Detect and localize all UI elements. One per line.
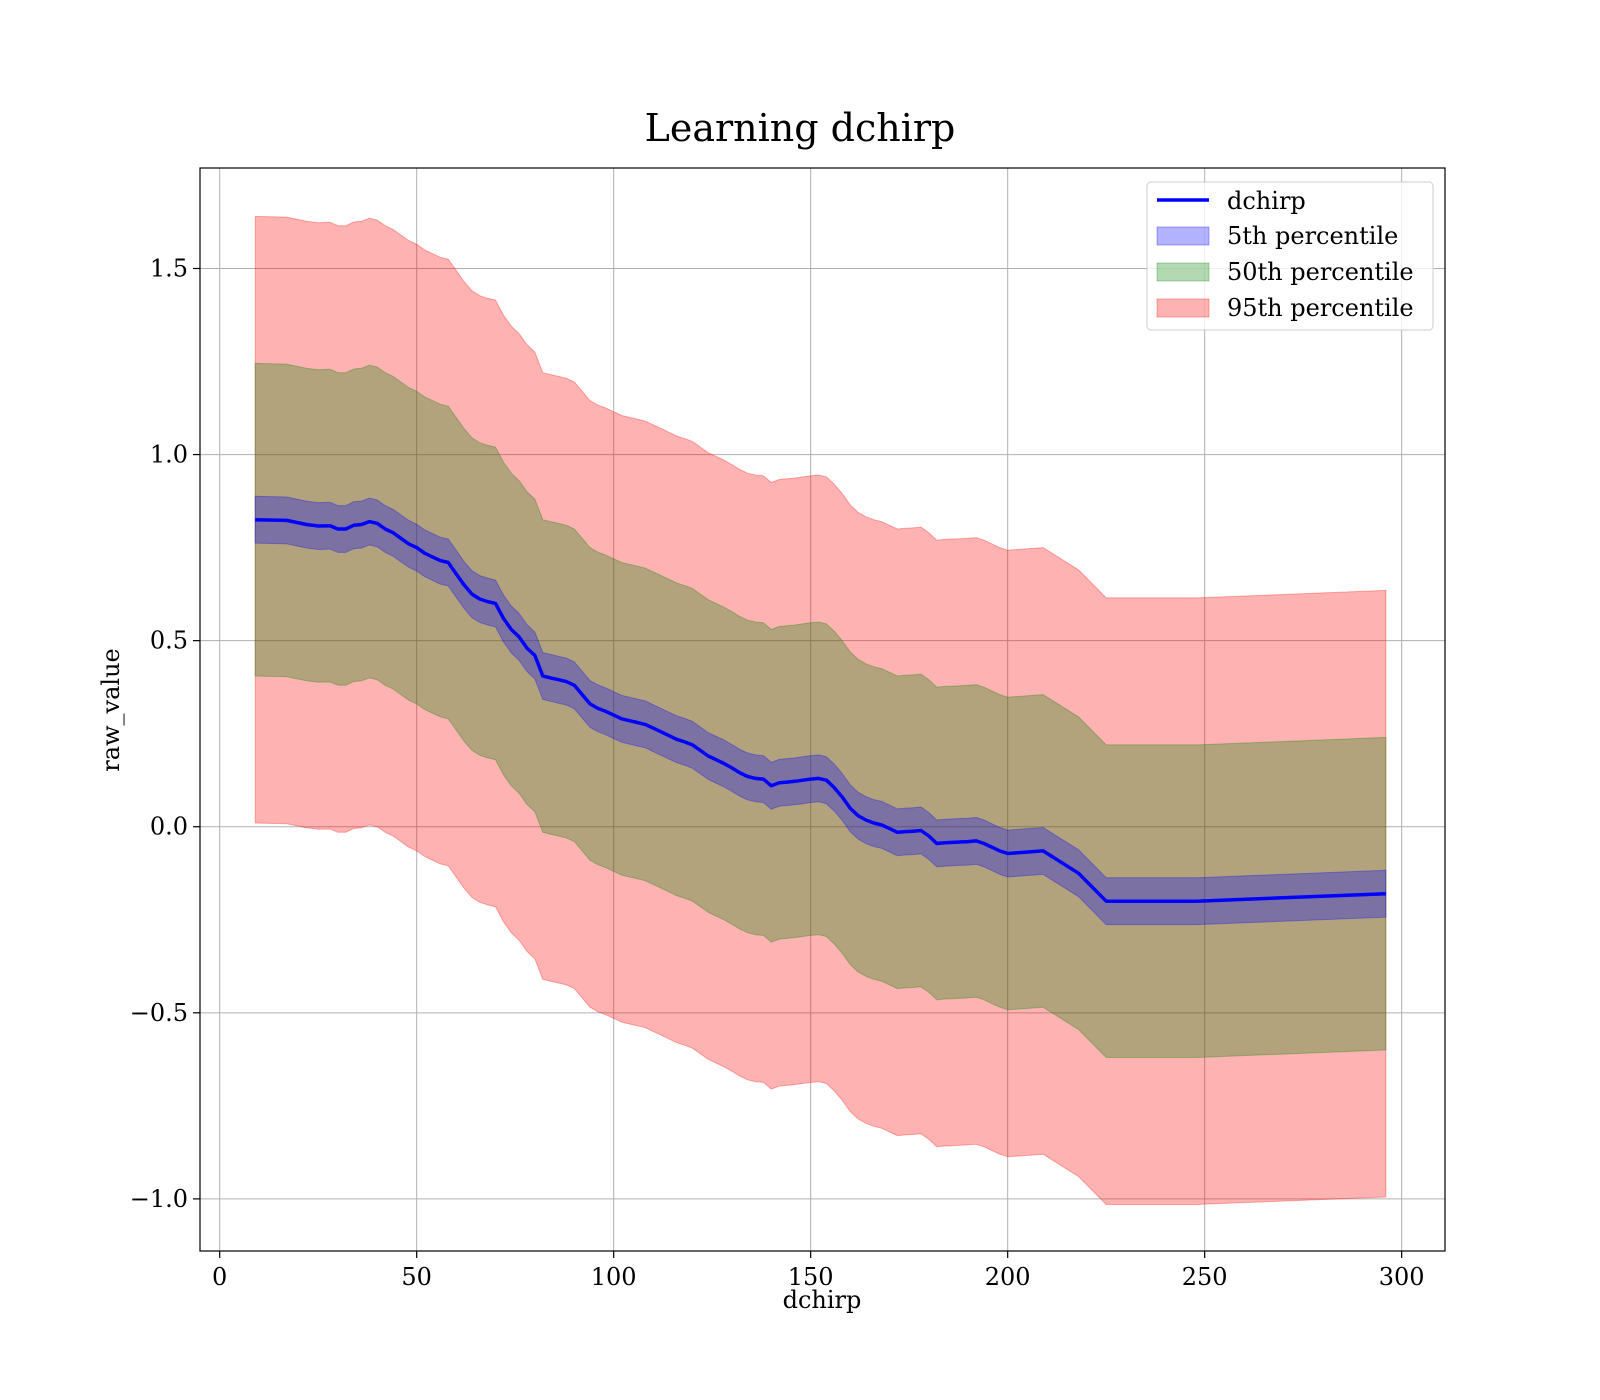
y-axis-label: raw_value xyxy=(97,648,125,772)
legend-swatch-95th-percentile xyxy=(1156,298,1210,318)
legend-label-50th-percentile: 50th percentile xyxy=(1227,258,1414,286)
legend-swatch-50th-percentile xyxy=(1156,262,1210,282)
legend-label-dchirp: dchirp xyxy=(1227,187,1306,215)
y-tick-label-0: −1.0 xyxy=(130,1185,188,1213)
x-axis-label: dchirp xyxy=(783,1286,862,1314)
legend-label-5th-percentile: 5th percentile xyxy=(1227,222,1398,250)
x-tick-label-3: 150 xyxy=(788,1263,834,1291)
legend-box xyxy=(1146,181,1434,331)
bands xyxy=(254,215,1387,1205)
chart-title: Learning dchirp xyxy=(645,106,956,150)
y-tick-label-4: 1.0 xyxy=(150,441,188,469)
legend: dchirp 5th percentile 50th percentile 95… xyxy=(1146,181,1434,331)
band-5th-percentile xyxy=(254,495,1387,926)
y-tick-label-3: 0.5 xyxy=(150,627,188,655)
band-50th-percentile xyxy=(254,362,1387,1058)
legend-label-95th-percentile: 95th percentile xyxy=(1227,294,1414,322)
x-tick-label-4: 200 xyxy=(985,1263,1031,1291)
y-tick-label-5: 1.5 xyxy=(150,254,188,282)
x-tick-label-1: 50 xyxy=(401,1263,432,1291)
y-tick-label-2: 0.0 xyxy=(150,813,188,841)
x-tick-label-6: 300 xyxy=(1379,1263,1425,1291)
series-line-dchirp xyxy=(255,517,1386,903)
x-tick-label-0: 0 xyxy=(212,1263,227,1291)
legend-swatch-5th-percentile xyxy=(1156,226,1210,246)
plot-frame xyxy=(199,167,1446,1252)
y-axis: −1.0 −0.5 0.0 0.5 1.0 1.5 xyxy=(130,254,200,1213)
x-tick-label-5: 250 xyxy=(1182,1263,1228,1291)
y-tick-label-1: −0.5 xyxy=(130,999,188,1027)
band-95th-percentile xyxy=(254,215,1387,1205)
x-tick-label-2: 100 xyxy=(591,1263,637,1291)
x-axis: 0 50 100 150 200 250 300 xyxy=(212,1251,1425,1291)
